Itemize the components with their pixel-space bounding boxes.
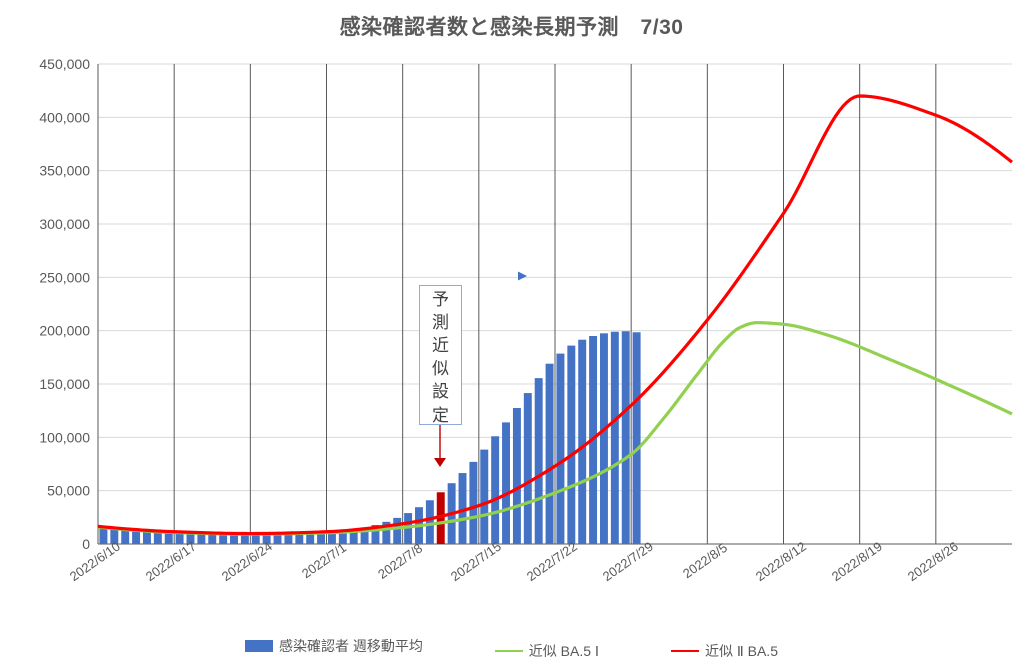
svg-text:450,000: 450,000 [39,56,90,72]
svg-text:100,000: 100,000 [39,429,90,445]
svg-text:200,000: 200,000 [39,323,90,339]
svg-text:250,000: 250,000 [39,269,90,285]
svg-text:350,000: 350,000 [39,163,90,179]
svg-text:150,000: 150,000 [39,376,90,392]
svg-text:50,000: 50,000 [47,483,90,499]
svg-text:0: 0 [82,536,90,552]
svg-text:300,000: 300,000 [39,216,90,232]
svg-text:400,000: 400,000 [39,109,90,125]
